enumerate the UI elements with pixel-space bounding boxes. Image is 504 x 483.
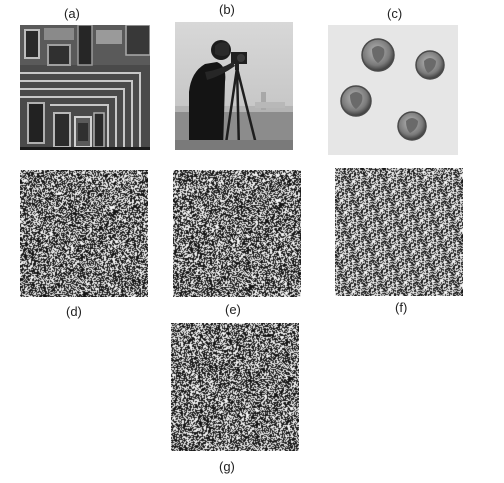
panel-label-c: (c): [387, 6, 403, 21]
panel-b-cameraman-image: [175, 22, 293, 150]
panel-e-noise-image: [173, 170, 301, 297]
panel-label-b: (b): [219, 2, 235, 17]
panel-label-e: (e): [225, 302, 241, 317]
panel-c-coins-image: [328, 25, 458, 155]
panel-label-g: (g): [219, 459, 235, 474]
panel-f-noise-image: [335, 168, 463, 296]
panel-label-a: (a): [64, 6, 80, 21]
panel-label-d: (d): [66, 304, 82, 319]
panel-d-noise-image: [20, 170, 148, 297]
panel-label-f: (f): [395, 300, 408, 315]
panel-g-noise-image: [171, 323, 299, 451]
panel-a-circuit-image: [20, 25, 150, 150]
